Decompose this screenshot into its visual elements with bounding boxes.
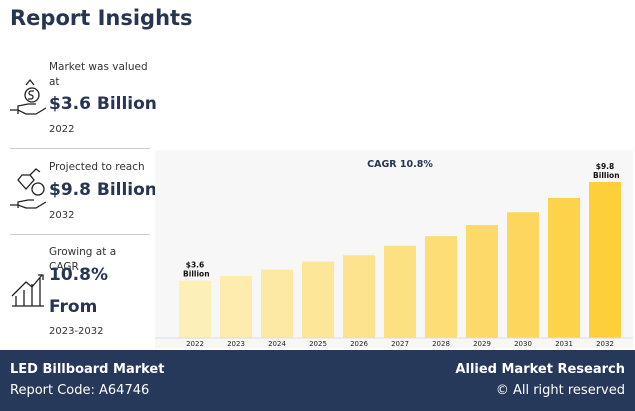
bar [261,269,293,338]
stat-value: $9.8 Billion [49,180,157,200]
page-title: Report Insights [10,6,193,30]
data-label: $9.8 Billion [590,162,619,180]
x-tick-label: 2032 [596,340,614,348]
bar [507,212,539,338]
chart-title: CAGR 10.8% [367,159,433,170]
stat-icons [10,78,47,307]
x-tick-label: 2029 [473,340,491,348]
footer: LED Billboard Market Report Code: A64746… [0,350,635,411]
stat-label: Market was valued at [49,61,148,88]
stat-value: From [49,297,98,317]
x-tick-label: 2031 [555,340,573,348]
separator [10,148,150,149]
x-tick-label: 2025 [309,340,327,348]
bar [343,255,375,338]
data-label: $3.6 Billion [180,261,209,279]
separator [10,234,150,235]
x-tick-label: 2023 [227,340,245,348]
x-tick-label: 2024 [268,340,286,348]
chart: CAGR 10.8% 2022 $3.6 Billion 2023 2024 2025 2… [155,150,633,348]
x-tick-label: 2028 [432,340,450,348]
bar [179,280,211,338]
bar [425,236,457,338]
x-tick-label: 2030 [514,340,532,348]
stat-sub: 2022 [49,124,75,135]
footer-rights: © All right reserved [495,383,625,398]
bar [466,224,498,338]
x-tick-label: 2022 [186,340,204,348]
footer-brand: Allied Market Research [455,362,625,377]
bar [384,245,416,338]
footer-market: LED Billboard Market [10,362,165,377]
stat-sub: 2032 [49,210,75,221]
bar [589,182,621,338]
footer-code: Report Code: A64746 [10,383,150,398]
money-icon [10,78,47,115]
bar [548,197,580,338]
stat-sub: 2023-2032 [49,326,104,337]
growth-icon [11,274,44,307]
stat-label: Growing at a CAGR [49,246,117,273]
diamond-icon [10,168,47,209]
stat-value: 10.8% [49,265,108,285]
bar [220,275,252,338]
stat-label: Projected to reach [49,161,145,173]
bar [302,261,334,338]
stat-value: $3.6 Billion [49,94,157,114]
x-tick-label: 2026 [350,340,368,348]
x-tick-label: 2027 [391,340,409,348]
